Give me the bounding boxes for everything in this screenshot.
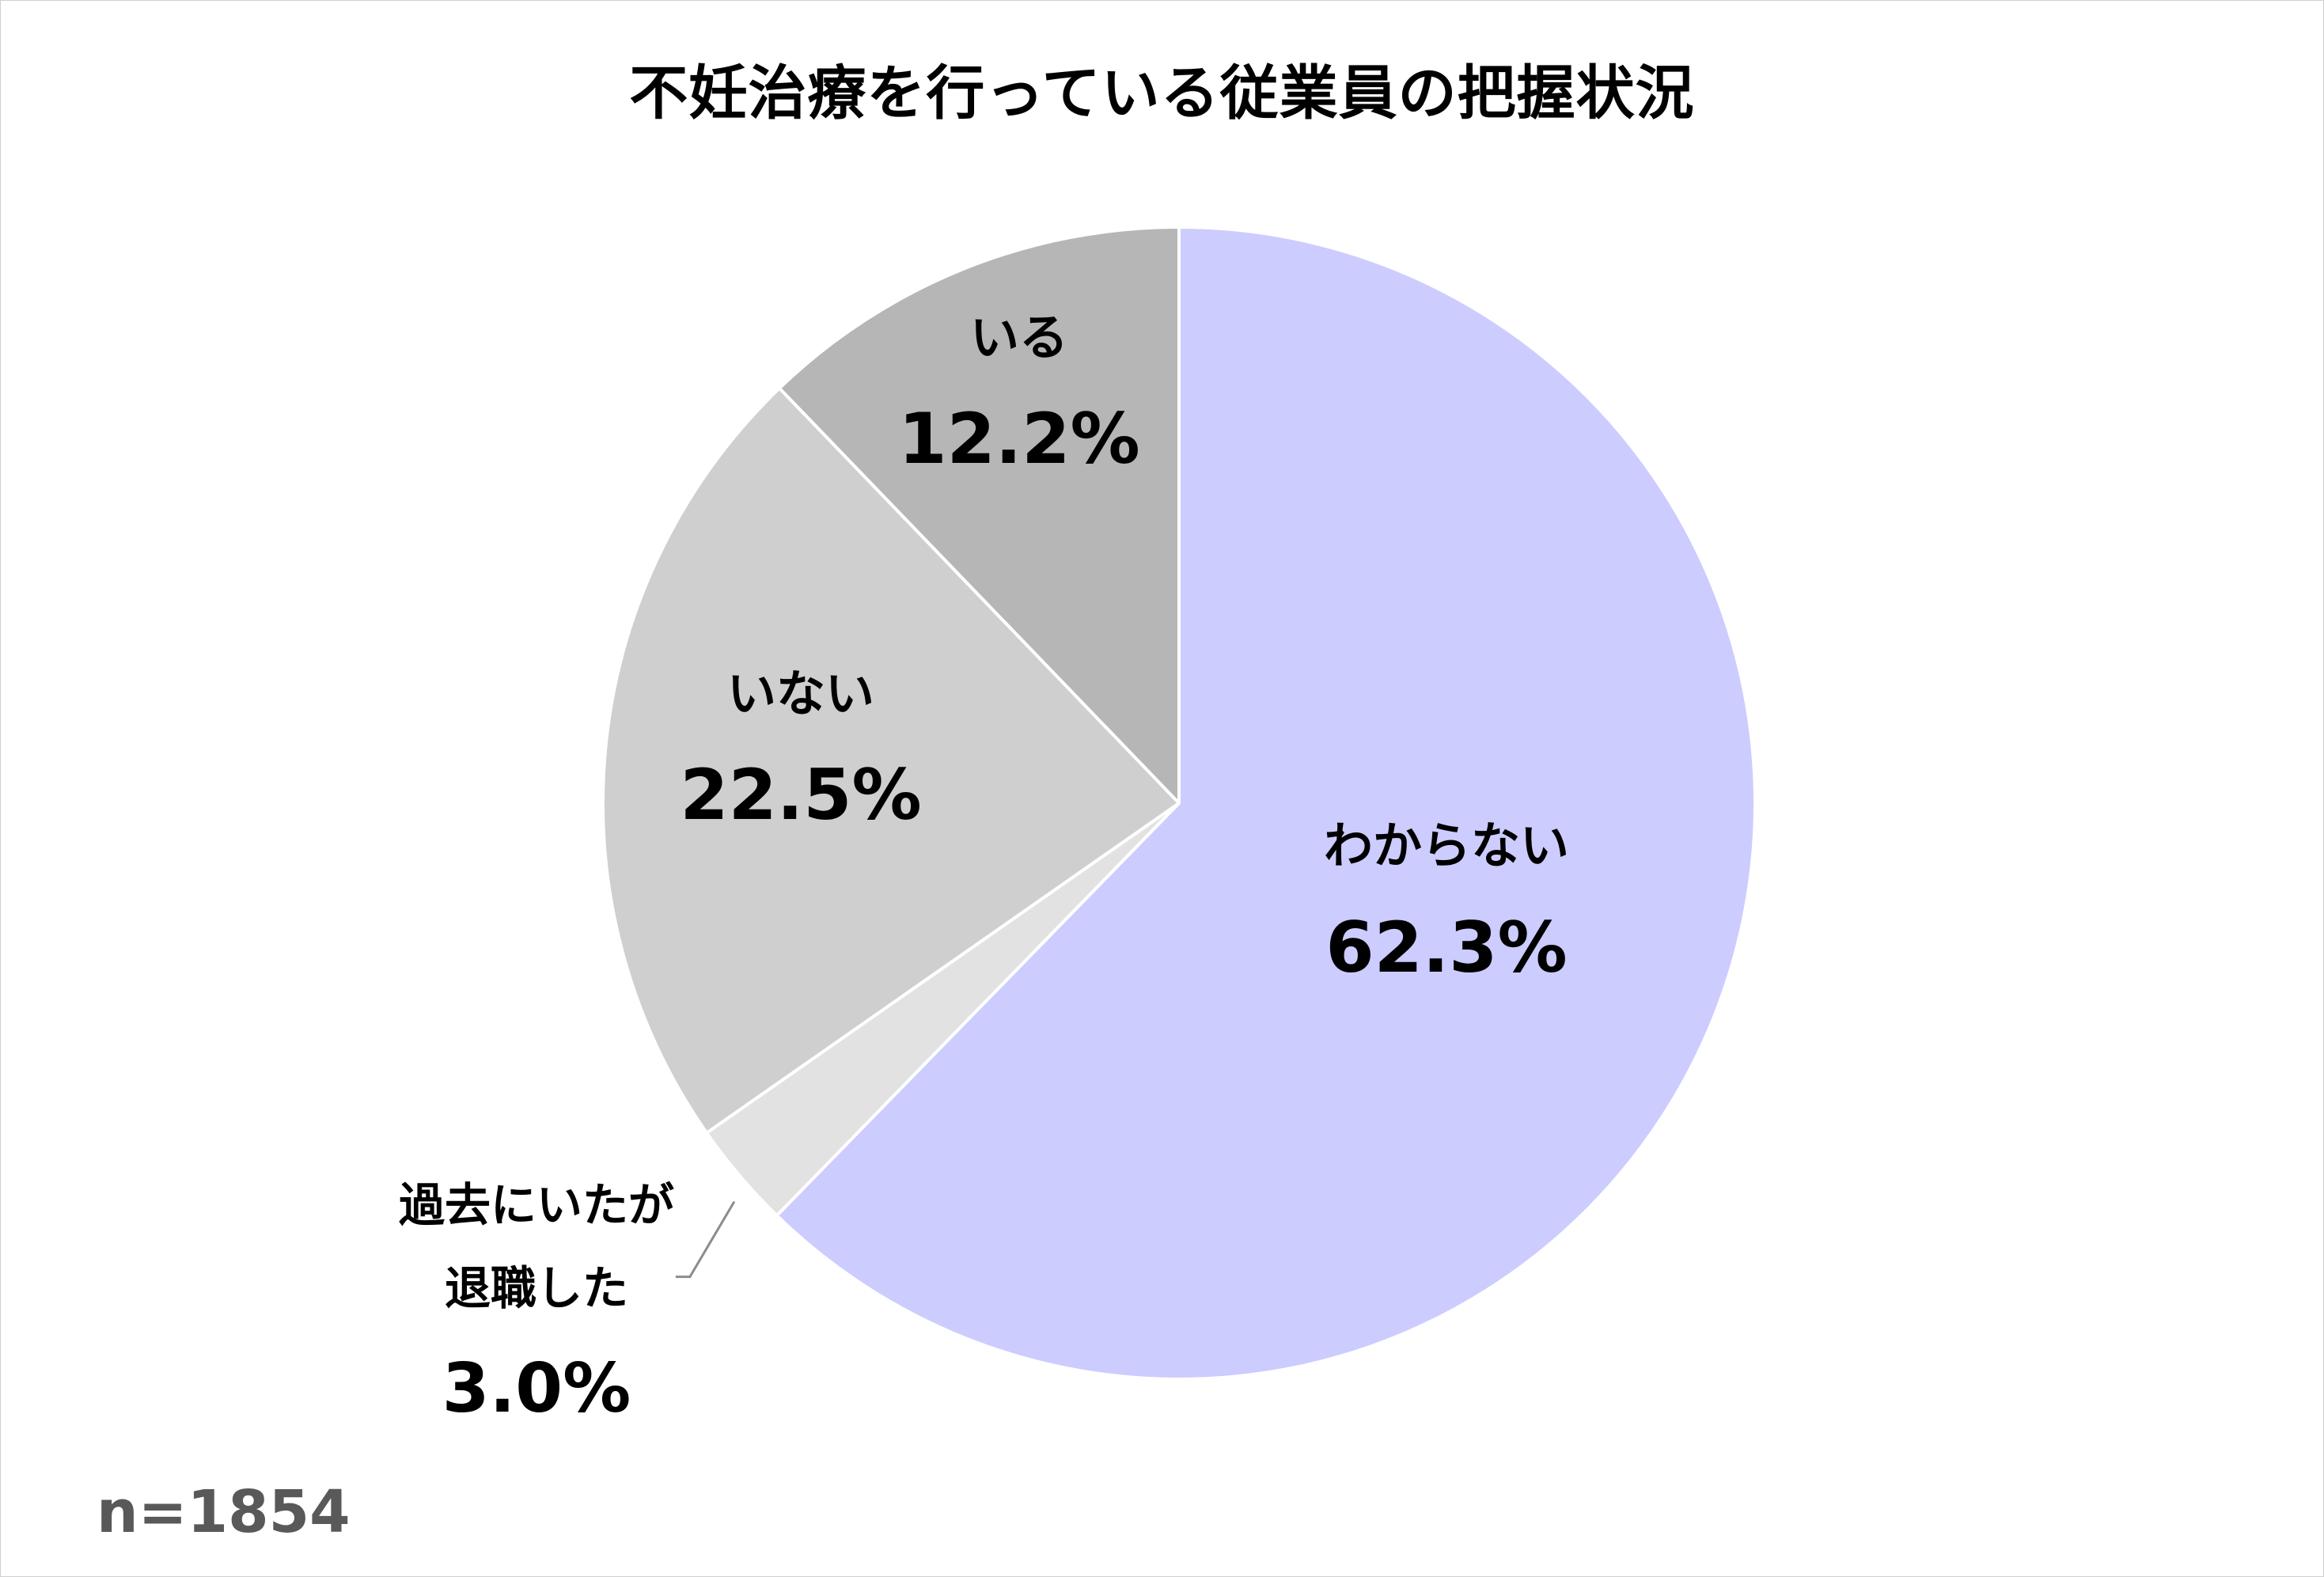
- leader-line-1: [675, 1200, 736, 1279]
- slice-label-1-line-1: 退職した: [445, 1261, 628, 1315]
- slice-value-0: 62.3%: [1325, 907, 1567, 988]
- slice-label-0-line-0: わからない: [1324, 817, 1569, 874]
- leader-lines: [675, 1200, 736, 1279]
- sample-size-note: n=1854: [97, 1478, 351, 1546]
- slice-value-3: 12.2%: [898, 398, 1139, 480]
- slice-label-2-line-0: いない: [727, 665, 874, 722]
- pie-slices: [601, 226, 1757, 1381]
- slice-value-1: 3.0%: [442, 1349, 631, 1428]
- slice-value-2: 22.5%: [680, 754, 921, 836]
- slice-label-3-line-0: いる: [970, 309, 1068, 366]
- chart-title: 不妊治療を行っている従業員の把握状況: [629, 59, 1695, 127]
- pie-slice-2: [601, 386, 1181, 1135]
- pie-slice-0: [775, 226, 1757, 1381]
- slice-label-1-line-0: 過去にいたが: [399, 1178, 674, 1232]
- pie-slice-3: [778, 226, 1181, 805]
